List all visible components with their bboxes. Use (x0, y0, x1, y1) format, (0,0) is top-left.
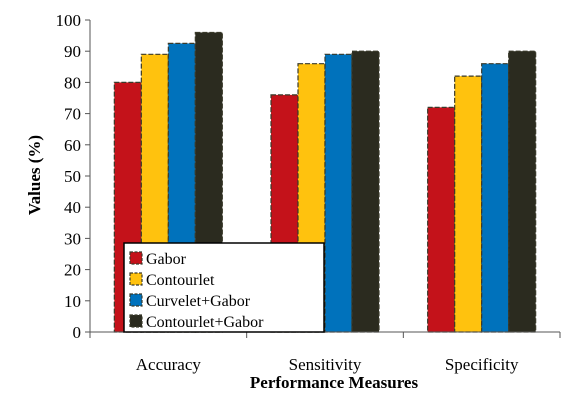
y-tick-label: 20 (64, 261, 81, 280)
x-axis-title: Performance Measures (250, 373, 419, 392)
y-tick-label: 80 (64, 73, 81, 92)
legend-swatch (129, 293, 143, 307)
bar-contourlet-specificity (454, 75, 483, 333)
y-ticks-group: 0 10 20 30 40 50 60 70 80 90 100 (56, 11, 90, 342)
legend-label: Gabor (146, 251, 187, 268)
y-tick-label: 60 (64, 136, 81, 155)
y-tick-label: 90 (64, 42, 81, 61)
y-tick-label: 10 (64, 292, 81, 311)
bar-gabor-specificity (427, 106, 456, 333)
y-axis-title: Values (%) (25, 135, 44, 215)
legend-label: Contourlet (146, 272, 215, 289)
bar-curvelet-gabor-sensitivity (324, 53, 353, 333)
x-tick-label: Accuracy (136, 355, 202, 374)
y-tick-label: 30 (64, 229, 81, 248)
x-tick-label: Sensitivity (289, 355, 362, 374)
legend-swatch (129, 251, 143, 265)
y-tick-label: 70 (64, 105, 81, 124)
y-tick-label: 40 (64, 198, 81, 217)
x-ticks-group: Accuracy Sensitivity Specificity (89, 332, 561, 374)
y-tick-label: 100 (56, 11, 82, 30)
legend-label: Contourlet+Gabor (146, 314, 264, 331)
legend-box (123, 242, 325, 333)
legend-swatch (129, 272, 143, 286)
bar-contourlet-gabor-specificity (508, 50, 537, 333)
y-tick-label: 50 (64, 167, 81, 186)
y-tick-label: 0 (73, 323, 82, 342)
bar-curvelet-gabor-specificity (481, 63, 510, 333)
legend-swatch (129, 314, 143, 328)
x-tick-label: Specificity (445, 355, 519, 374)
legend: Gabor Contourlet Curvelet+Gabor Contourlet+… (123, 242, 325, 333)
bar-contourlet-gabor-sensitivity (351, 50, 380, 333)
legend-label: Curvelet+Gabor (146, 293, 251, 310)
